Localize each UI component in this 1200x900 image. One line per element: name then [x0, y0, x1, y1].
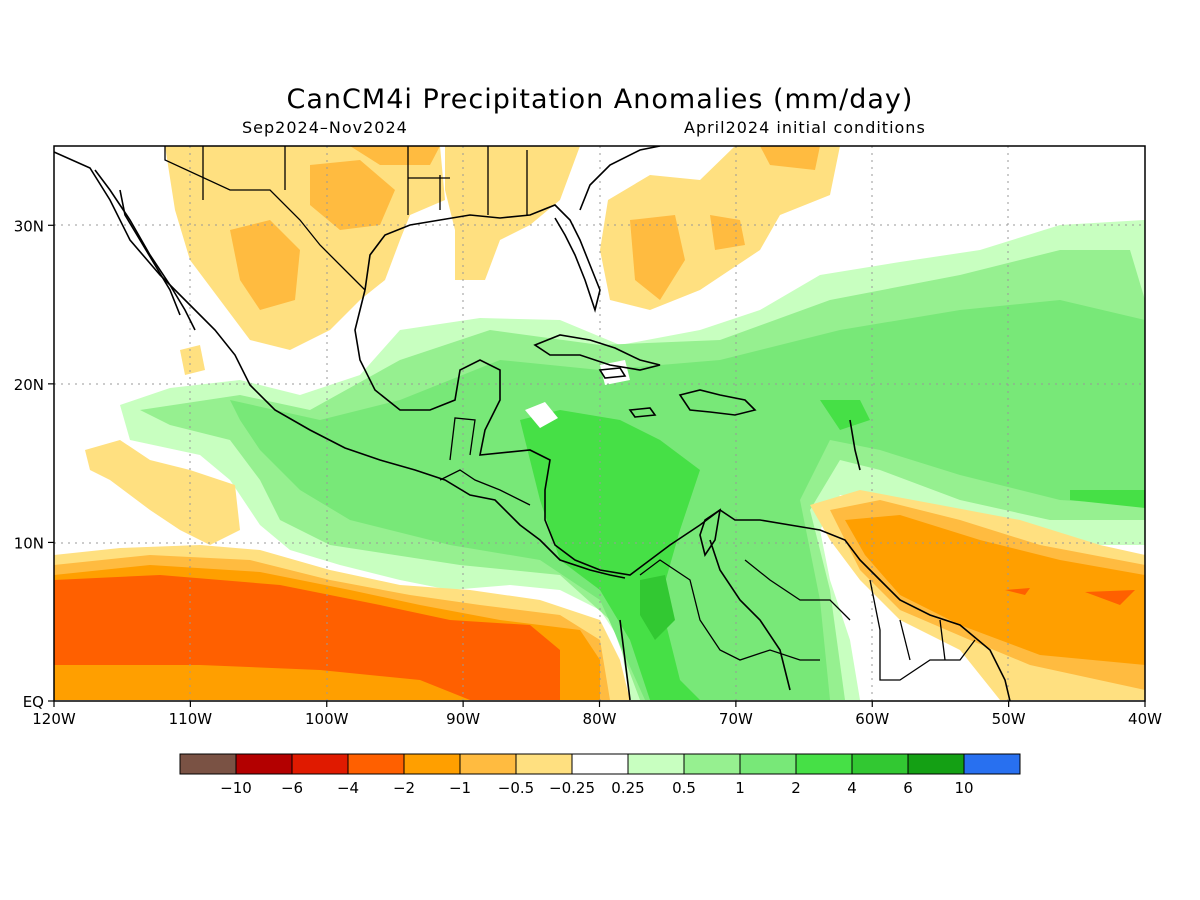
lon-tick-label: 120W — [32, 710, 76, 728]
legend-swatch — [235, 753, 293, 775]
legend-swatch — [851, 753, 909, 775]
legend-label: 0.5 — [672, 779, 696, 797]
legend-label: 4 — [847, 779, 857, 797]
initial-conditions: April2024 initial conditions — [684, 118, 926, 137]
gridlines — [54, 146, 1145, 701]
lon-tick-label: 110W — [169, 710, 213, 728]
legend-label: 0.25 — [611, 779, 644, 797]
lon-tick-label: 80W — [583, 710, 617, 728]
legend-swatch — [683, 753, 741, 775]
lat-tick-label: 30N — [14, 217, 44, 235]
legend-label: −0.25 — [549, 779, 595, 797]
forecast-period: Sep2024–Nov2024 — [242, 118, 408, 137]
legend-swatch — [515, 753, 573, 775]
legend-label: 2 — [791, 779, 801, 797]
legend-swatch — [179, 753, 237, 775]
map-title: CanCM4i Precipitation Anomalies (mm/day) — [286, 84, 914, 115]
lon-tick-label: 90W — [446, 710, 480, 728]
legend-label: −1 — [449, 779, 471, 797]
lat-tick-label: 20N — [14, 376, 44, 394]
lat-tick-label: 10N — [14, 534, 44, 552]
lon-tick-label: 100W — [305, 710, 349, 728]
lat-tick-label: EQ — [23, 693, 44, 711]
lon-tick-label: 40W — [1128, 710, 1162, 728]
color-legend: −10 −6 −4 −2 −1 −0.5 −0.25 0.25 0.5 1 2 4 6 10 — [179, 753, 1021, 797]
legend-label: −2 — [393, 779, 415, 797]
political-borders — [164, 146, 976, 681]
legend-swatch — [347, 753, 405, 775]
anomaly-field — [54, 146, 1145, 701]
legend-swatch — [571, 753, 629, 775]
legend-label: 10 — [954, 779, 973, 797]
legend-label: −4 — [337, 779, 359, 797]
lon-tick-label: 70W — [719, 710, 753, 728]
lon-tick-label: 50W — [992, 710, 1026, 728]
map-axes: 120W 110W 100W 90W 80W 70W 60W 50W 40W EQ 10N 20N 30… — [14, 217, 1162, 728]
legend-swatch — [291, 753, 349, 775]
legend-swatch — [963, 753, 1021, 775]
legend-swatch — [403, 753, 461, 775]
lon-tick-label: 60W — [855, 710, 889, 728]
legend-swatch — [739, 753, 797, 775]
legend-swatch — [795, 753, 853, 775]
legend-label: 1 — [735, 779, 745, 797]
legend-swatch — [907, 753, 965, 775]
legend-label: −0.5 — [498, 779, 534, 797]
legend-swatch — [627, 753, 685, 775]
coastlines — [54, 146, 1011, 701]
legend-swatch — [459, 753, 517, 775]
legend-label: −6 — [281, 779, 303, 797]
legend-label: −10 — [220, 779, 252, 797]
legend-label: 6 — [903, 779, 913, 797]
